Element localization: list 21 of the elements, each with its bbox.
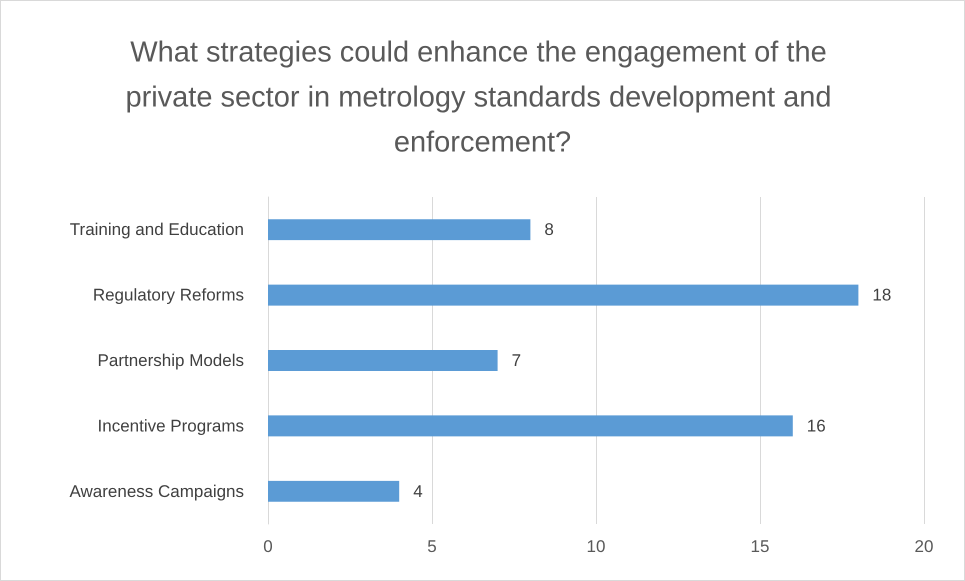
x-tick-label: 15 (750, 537, 770, 556)
y-tick-label: Partnership Models (98, 351, 244, 370)
bar (268, 415, 793, 436)
x-tick-label: 0 (263, 537, 273, 556)
y-tick-label: Regulatory Reforms (92, 286, 244, 305)
x-tick-label: 20 (914, 537, 934, 556)
bar (268, 284, 858, 306)
x-tick-label: 10 (586, 537, 606, 556)
data-label: 7 (512, 351, 522, 370)
data-label: 4 (413, 482, 423, 501)
y-tick-label: Awareness Campaigns (70, 482, 244, 501)
bar (268, 350, 498, 371)
data-label: 18 (872, 286, 892, 305)
bar (268, 480, 400, 502)
bar (268, 219, 530, 240)
data-label: 8 (544, 220, 554, 240)
y-tick-label: Training and Education (70, 220, 244, 240)
chart-title: What strategies could enhance the engagement of the private sector in metrology standards development and enforcement? (125, 36, 840, 158)
y-tick-label: Incentive Programs (98, 416, 244, 436)
x-tick-label: 5 (427, 537, 437, 556)
data-label: 16 (806, 416, 826, 436)
